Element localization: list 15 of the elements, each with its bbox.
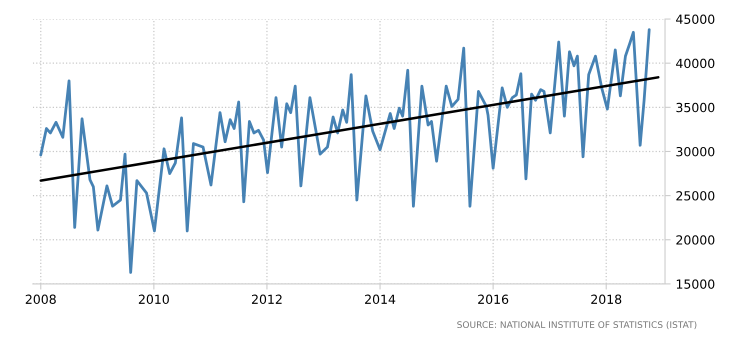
y-tick-label: 25000 (676, 191, 714, 201)
x-tick-label: 2018 (591, 294, 622, 304)
y-tick-label: 45000 (676, 14, 714, 24)
y-tick-label: 35000 (676, 102, 714, 112)
y-tick-label: 40000 (676, 58, 714, 68)
line-series (39, 28, 651, 274)
x-tick-label: 2014 (365, 294, 396, 304)
x-tick-label: 2008 (26, 294, 56, 304)
x-tick-label: 2012 (252, 294, 282, 304)
y-tick-label: 20000 (676, 235, 714, 245)
x-tick-label: 2010 (138, 294, 169, 304)
source-note: SOURCE: NATIONAL INSTITUTE OF STATISTICS (ISTAT) (457, 321, 696, 330)
y-tick-label: 30000 (676, 146, 714, 156)
x-tick-label: 2016 (478, 294, 508, 304)
y-tick-label: 15000 (676, 279, 714, 289)
